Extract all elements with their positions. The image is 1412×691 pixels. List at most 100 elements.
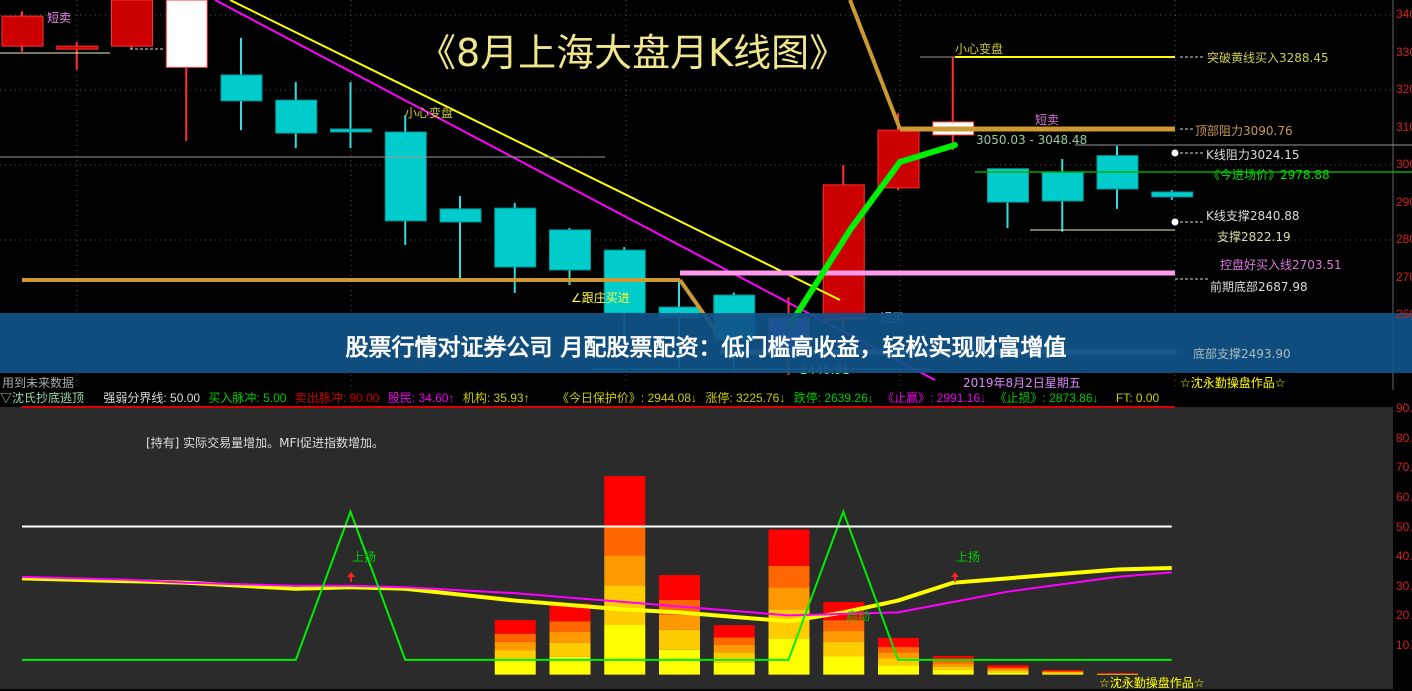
indicator-tick: 80.00: [1396, 430, 1412, 445]
volume-bar-segment: [987, 667, 1029, 669]
price-tick: 3400: [1396, 7, 1412, 21]
candle[interactable]: [1151, 190, 1194, 200]
candle-body: [494, 207, 537, 268]
indicator-lines: [21, 508, 1172, 661]
candle[interactable]: [330, 82, 372, 149]
label-control-line: 控盘好买入线2703.51: [1220, 258, 1342, 272]
candle[interactable]: [165, 0, 208, 141]
volume-bar-segment: [1097, 673, 1138, 675]
candle-body: [384, 131, 427, 222]
volume-bar-segment: [987, 670, 1029, 673]
candle-body: [439, 208, 482, 223]
volume-bar-segment: [823, 656, 865, 675]
label-rise-1: 上扬: [352, 550, 377, 564]
volume-bar-segment: [932, 669, 974, 675]
take-profit: 《止赢》: 2991.16↓: [882, 391, 987, 405]
protect-price: 《今日保护价》: 2944.08↓: [556, 391, 697, 405]
candle[interactable]: [56, 42, 99, 70]
volume-bar-segment: [604, 555, 646, 586]
volume-bar-segment: [987, 672, 1029, 675]
indicator-name[interactable]: ▽沈氏抄底逃顶: [0, 391, 85, 405]
volume-bar-segment: [987, 668, 1029, 671]
candle[interactable]: [384, 115, 427, 245]
candle[interactable]: [987, 168, 1029, 228]
indicator-tick: 40.00: [1396, 549, 1412, 564]
label-start: 启动: [846, 609, 871, 623]
label-k-resist: K线阻力3024.15: [1206, 148, 1300, 162]
volume-bar-segment: [549, 656, 591, 675]
price-tick: 2600: [1396, 307, 1412, 321]
label-support: 支撑2822.19: [1217, 230, 1291, 244]
candle[interactable]: [439, 196, 482, 279]
label-follow-buy: ∠跟庄买进: [571, 291, 630, 305]
volume-bar-segment: [932, 655, 974, 661]
label-top-resist: 顶部阻力3090.76: [1195, 124, 1293, 138]
label-date: 2019年8月2日星期五: [963, 376, 1081, 390]
volume-bar-segment: [494, 650, 536, 661]
volume-bar-segment: [713, 662, 755, 675]
volume-bar-segment: [932, 660, 974, 664]
ft-value: FT: 0.00: [1115, 391, 1160, 405]
candle-body: [330, 128, 372, 133]
candle[interactable]: [275, 82, 318, 149]
volume-bar-segment: [494, 641, 536, 651]
volume-bar-segment: [768, 529, 810, 566]
candle[interactable]: [1041, 159, 1084, 232]
volume-bar-segment: [823, 641, 865, 657]
label-short-sell-left: 短卖: [47, 11, 72, 25]
indicator-tick: 30.00: [1396, 578, 1412, 593]
price-tick: 2700: [1396, 269, 1412, 284]
strong-weak: 强弱分界线: 50.00: [103, 391, 201, 405]
label-k-support: K线支撑2840.88: [1206, 209, 1300, 223]
volume-bar-segment: [494, 660, 536, 675]
ad-banner[interactable]: 股票行情对证券公司 月配股票配资：低门槛高收益，轻松实现财富增值: [0, 313, 1412, 373]
volume-bar-segment: [823, 620, 865, 632]
candle[interactable]: [1, 11, 44, 52]
label-author: ☆沈永勤操盘作品☆: [1180, 376, 1286, 390]
label-careful: 小心变盘: [405, 106, 454, 120]
volume-bar-segment: [768, 565, 810, 588]
candle-body: [165, 0, 208, 68]
candle-body: [220, 74, 263, 102]
candle[interactable]: [549, 228, 591, 285]
volume-bar-segment: [549, 621, 591, 632]
volume-bar: [659, 575, 700, 675]
price-tick: 3200: [1396, 82, 1412, 96]
volume-bar-segment: [659, 629, 700, 650]
label-rise-2: 上扬: [956, 550, 981, 564]
volume-bar-segment: [1097, 673, 1138, 674]
label-range: 3050.03 - 3048.48: [976, 133, 1088, 147]
volume-bar: [494, 620, 536, 675]
volume-bar-segment: [659, 575, 700, 600]
chart-title: 《8月上海大盘月K线图》: [418, 31, 848, 75]
volume-bar-segment: [549, 603, 591, 622]
price-tick: 3300: [1396, 44, 1412, 59]
up-arrow-icon: [951, 572, 959, 582]
indicator-tick: 20.00: [1396, 608, 1412, 623]
label-bottom-support: 底部支撑2493.90: [1193, 347, 1291, 361]
label-break-line: 突破黄线买入3288.45: [1207, 51, 1329, 65]
volume-bar-segment: [823, 631, 865, 642]
institution: 机构: 35.93↑: [462, 391, 530, 405]
price-tick: 3000: [1396, 157, 1412, 171]
label-prev-bottom: 前期底部2687.98: [1210, 280, 1308, 294]
volume-bar-segment: [604, 625, 646, 675]
candle[interactable]: [494, 202, 537, 293]
green-trend: [787, 142, 958, 328]
candle[interactable]: [220, 37, 263, 131]
limit-up: 涨停: 3225.76↓: [705, 391, 786, 405]
candle-body: [987, 168, 1029, 203]
volume-bar-segment: [604, 585, 646, 626]
volume-bars: [494, 476, 1138, 675]
volume-bar-segment: [713, 637, 755, 645]
candle[interactable]: [822, 165, 865, 330]
volume-bar-segment: [549, 642, 591, 657]
volume-bar-segment: [878, 637, 919, 648]
candle[interactable]: [111, 0, 153, 49]
label-short-sell-right: 短卖: [1035, 113, 1060, 127]
volume-bar-segment: [878, 652, 919, 659]
lower-axis-bg: [1394, 407, 1412, 689]
volume-bar-segment: [987, 665, 1029, 668]
volume-bar-segment: [932, 663, 974, 667]
